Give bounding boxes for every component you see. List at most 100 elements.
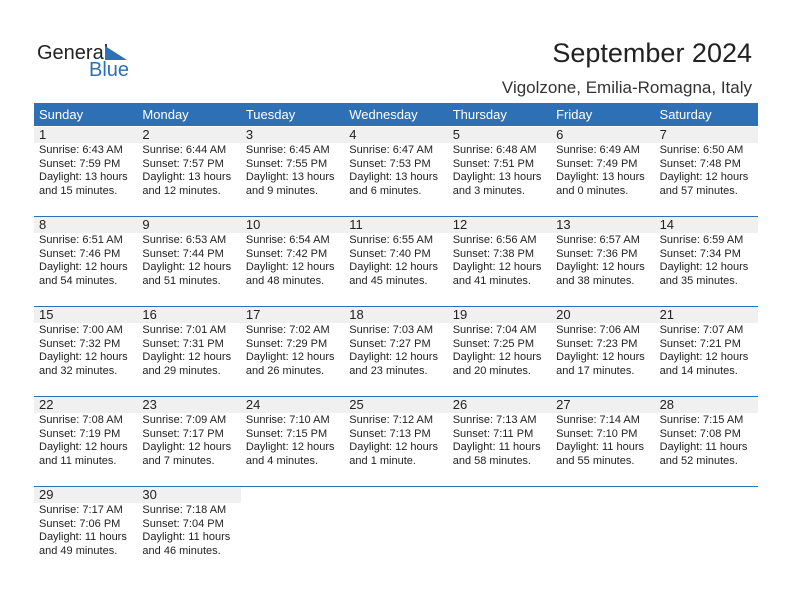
sunset-text: Sunset: 7:53 PM [349,157,431,170]
weekday-saturday: Saturday [659,107,712,122]
daylight1-text: Daylight: 12 hours [556,261,645,273]
day-cell: 20 Sunrise: 7:06 AM Sunset: 7:23 PM Dayligh… [551,307,654,395]
day-cell: 9 Sunrise: 6:53 AM Sunset: 7:44 PM Daylight… [137,217,240,305]
day-info: Sunrise: 7:15 AM Sunset: 7:08 PM Daylight:… [660,414,748,468]
sunrise-text: Sunrise: 7:17 AM [39,504,123,516]
day-info: Sunrise: 7:17 AM Sunset: 7:06 PM Daylight:… [39,504,127,558]
day-info: Sunrise: 6:53 AM Sunset: 7:44 PM Daylight:… [142,234,231,288]
day-number: 16 [142,307,157,322]
day-info: Sunrise: 7:18 AM Sunset: 7:04 PM Daylight:… [142,504,230,558]
day-cell: 10 Sunrise: 6:54 AM Sunset: 7:42 PM Dayligh… [241,217,344,305]
day-number: 20 [556,307,571,322]
day-cell: 23 Sunrise: 7:09 AM Sunset: 7:17 PM Dayligh… [137,397,240,485]
day-number: 26 [452,397,468,412]
sunrise-text: Sunrise: 7:06 AM [556,324,640,336]
day-number: 14 [659,217,675,232]
daylight2-text: and 54 minutes. [39,274,118,287]
day-info: Sunrise: 6:59 AM Sunset: 7:34 PM Daylight:… [660,234,749,288]
daylight1-text: Daylight: 11 hours [452,441,541,453]
daylight2-text: and 14 minutes. [659,364,738,377]
daylight2-text: and 0 minutes. [556,184,629,197]
day-number: 30 [142,487,157,502]
week-row: 8 Sunrise: 6:51 AM Sunset: 7:46 PM Daylight… [34,216,758,307]
sunrise-text: Sunrise: 6:54 AM [245,234,330,246]
day-info: Sunrise: 6:56 AM Sunset: 7:38 PM Daylight:… [453,234,542,288]
day-cell: 29 Sunrise: 7:17 AM Sunset: 7:06 PM Dayligh… [34,487,137,575]
sunset-text: Sunset: 7:38 PM [452,247,535,260]
weekday-monday: Monday [142,107,189,122]
day-number: 8 [39,217,47,232]
sunrise-text: Sunrise: 6:43 AM [39,144,123,156]
sunrise-text: Sunrise: 7:03 AM [349,324,434,336]
day-number: 7 [659,127,667,142]
sunrise-text: Sunrise: 6:59 AM [659,234,744,246]
sunset-text: Sunset: 7:40 PM [349,247,431,260]
day-number: 21 [659,307,675,322]
daylight1-text: Daylight: 12 hours [556,351,645,363]
day-cell: 8 Sunrise: 6:51 AM Sunset: 7:46 PM Daylight… [34,217,137,305]
sunset-text: Sunset: 7:57 PM [142,157,224,170]
daylight2-text: and 26 minutes. [245,364,325,377]
week-row: 15 Sunrise: 7:00 AM Sunset: 7:32 PM Dayligh… [34,306,758,397]
location-subtitle: Vigolzone, Emilia-Romagna, Italy [501,78,752,97]
day-info: Sunrise: 6:44 AM Sunset: 7:57 PM Daylight:… [142,144,231,198]
daylight1-text: Daylight: 12 hours [245,351,335,363]
day-info: Sunrise: 6:51 AM Sunset: 7:46 PM Daylight:… [39,234,128,288]
sunrise-text: Sunrise: 6:49 AM [556,144,640,156]
day-cell: 1 Sunrise: 6:43 AM Sunset: 7:59 PM Daylight… [34,127,137,215]
sunset-text: Sunset: 7:25 PM [452,337,535,350]
daylight2-text: and 23 minutes. [349,364,428,377]
day-info: Sunrise: 7:01 AM Sunset: 7:31 PM Daylight:… [142,324,231,378]
day-info: Sunrise: 7:13 AM Sunset: 7:11 PM Daylight:… [453,414,541,468]
day-number-band [34,397,758,413]
day-number: 12 [452,217,468,232]
day-info: Sunrise: 6:47 AM Sunset: 7:53 PM Daylight:… [349,144,438,198]
day-cell: 15 Sunrise: 7:00 AM Sunset: 7:32 PM Dayligh… [34,307,137,395]
sunrise-text: Sunrise: 7:10 AM [245,414,330,426]
sunrise-text: Sunrise: 6:55 AM [349,234,434,246]
sunset-text: Sunset: 7:34 PM [659,247,741,260]
week-row: 22 Sunrise: 7:08 AM Sunset: 7:19 PM Dayligh… [34,396,758,487]
weekday-sunday: Sunday [39,107,84,122]
daylight1-text: Daylight: 13 hours [142,171,232,183]
sunset-text: Sunset: 7:19 PM [39,427,121,440]
sunrise-text: Sunrise: 7:18 AM [142,504,227,516]
day-info: Sunrise: 7:06 AM Sunset: 7:23 PM Daylight:… [556,324,645,378]
daylight2-text: and 52 minutes. [659,454,738,467]
daylight1-text: Daylight: 12 hours [245,441,335,453]
daylight2-text: and 57 minutes. [659,184,738,197]
day-number: 13 [556,217,571,232]
day-cell: 21 Sunrise: 7:07 AM Sunset: 7:21 PM Dayligh… [655,307,758,395]
day-cell: 5 Sunrise: 6:48 AM Sunset: 7:51 PM Daylight… [448,127,551,215]
day-cell: 19 Sunrise: 7:04 AM Sunset: 7:25 PM Dayligh… [448,307,551,395]
weekday-tuesday: Tuesday [245,107,296,122]
daylight1-text: Daylight: 12 hours [659,261,749,273]
sunset-text: Sunset: 7:48 PM [659,157,741,170]
day-number: 22 [39,397,54,412]
day-cell: 16 Sunrise: 7:01 AM Sunset: 7:31 PM Dayligh… [137,307,240,395]
daylight1-text: Daylight: 12 hours [349,351,438,363]
sunset-text: Sunset: 7:27 PM [349,337,431,350]
daylight1-text: Daylight: 12 hours [452,351,542,363]
day-cell: 30 Sunrise: 7:18 AM Sunset: 7:04 PM Dayligh… [137,487,240,575]
day-cell: 6 Sunrise: 6:49 AM Sunset: 7:49 PM Daylight… [551,127,654,215]
daylight1-text: Daylight: 13 hours [349,171,438,183]
logo-triangle-icon [105,46,127,60]
daylight2-text: and 48 minutes. [245,274,325,287]
daylight2-text: and 51 minutes. [142,274,221,287]
day-info: Sunrise: 7:10 AM Sunset: 7:15 PM Daylight:… [246,414,335,468]
page-title: September 2024 [552,38,752,68]
day-info: Sunrise: 7:04 AM Sunset: 7:25 PM Daylight:… [453,324,542,378]
daylight2-text: and 12 minutes. [142,184,221,197]
day-cell: 22 Sunrise: 7:08 AM Sunset: 7:19 PM Dayligh… [34,397,137,485]
day-info: Sunrise: 6:49 AM Sunset: 7:49 PM Daylight:… [556,144,645,198]
day-number: 9 [142,217,150,232]
day-number: 15 [39,307,54,322]
sunset-text: Sunset: 7:17 PM [142,427,224,440]
daylight2-text: and 32 minutes. [39,364,118,377]
weekday-header: Sunday Monday Tuesday Wednesday Thursday Frid… [34,103,758,126]
sunrise-text: Sunrise: 6:44 AM [142,144,227,156]
daylight2-text: and 1 minute. [349,454,416,467]
day-info: Sunrise: 6:55 AM Sunset: 7:40 PM Daylight:… [349,234,438,288]
day-number: 2 [142,127,150,142]
